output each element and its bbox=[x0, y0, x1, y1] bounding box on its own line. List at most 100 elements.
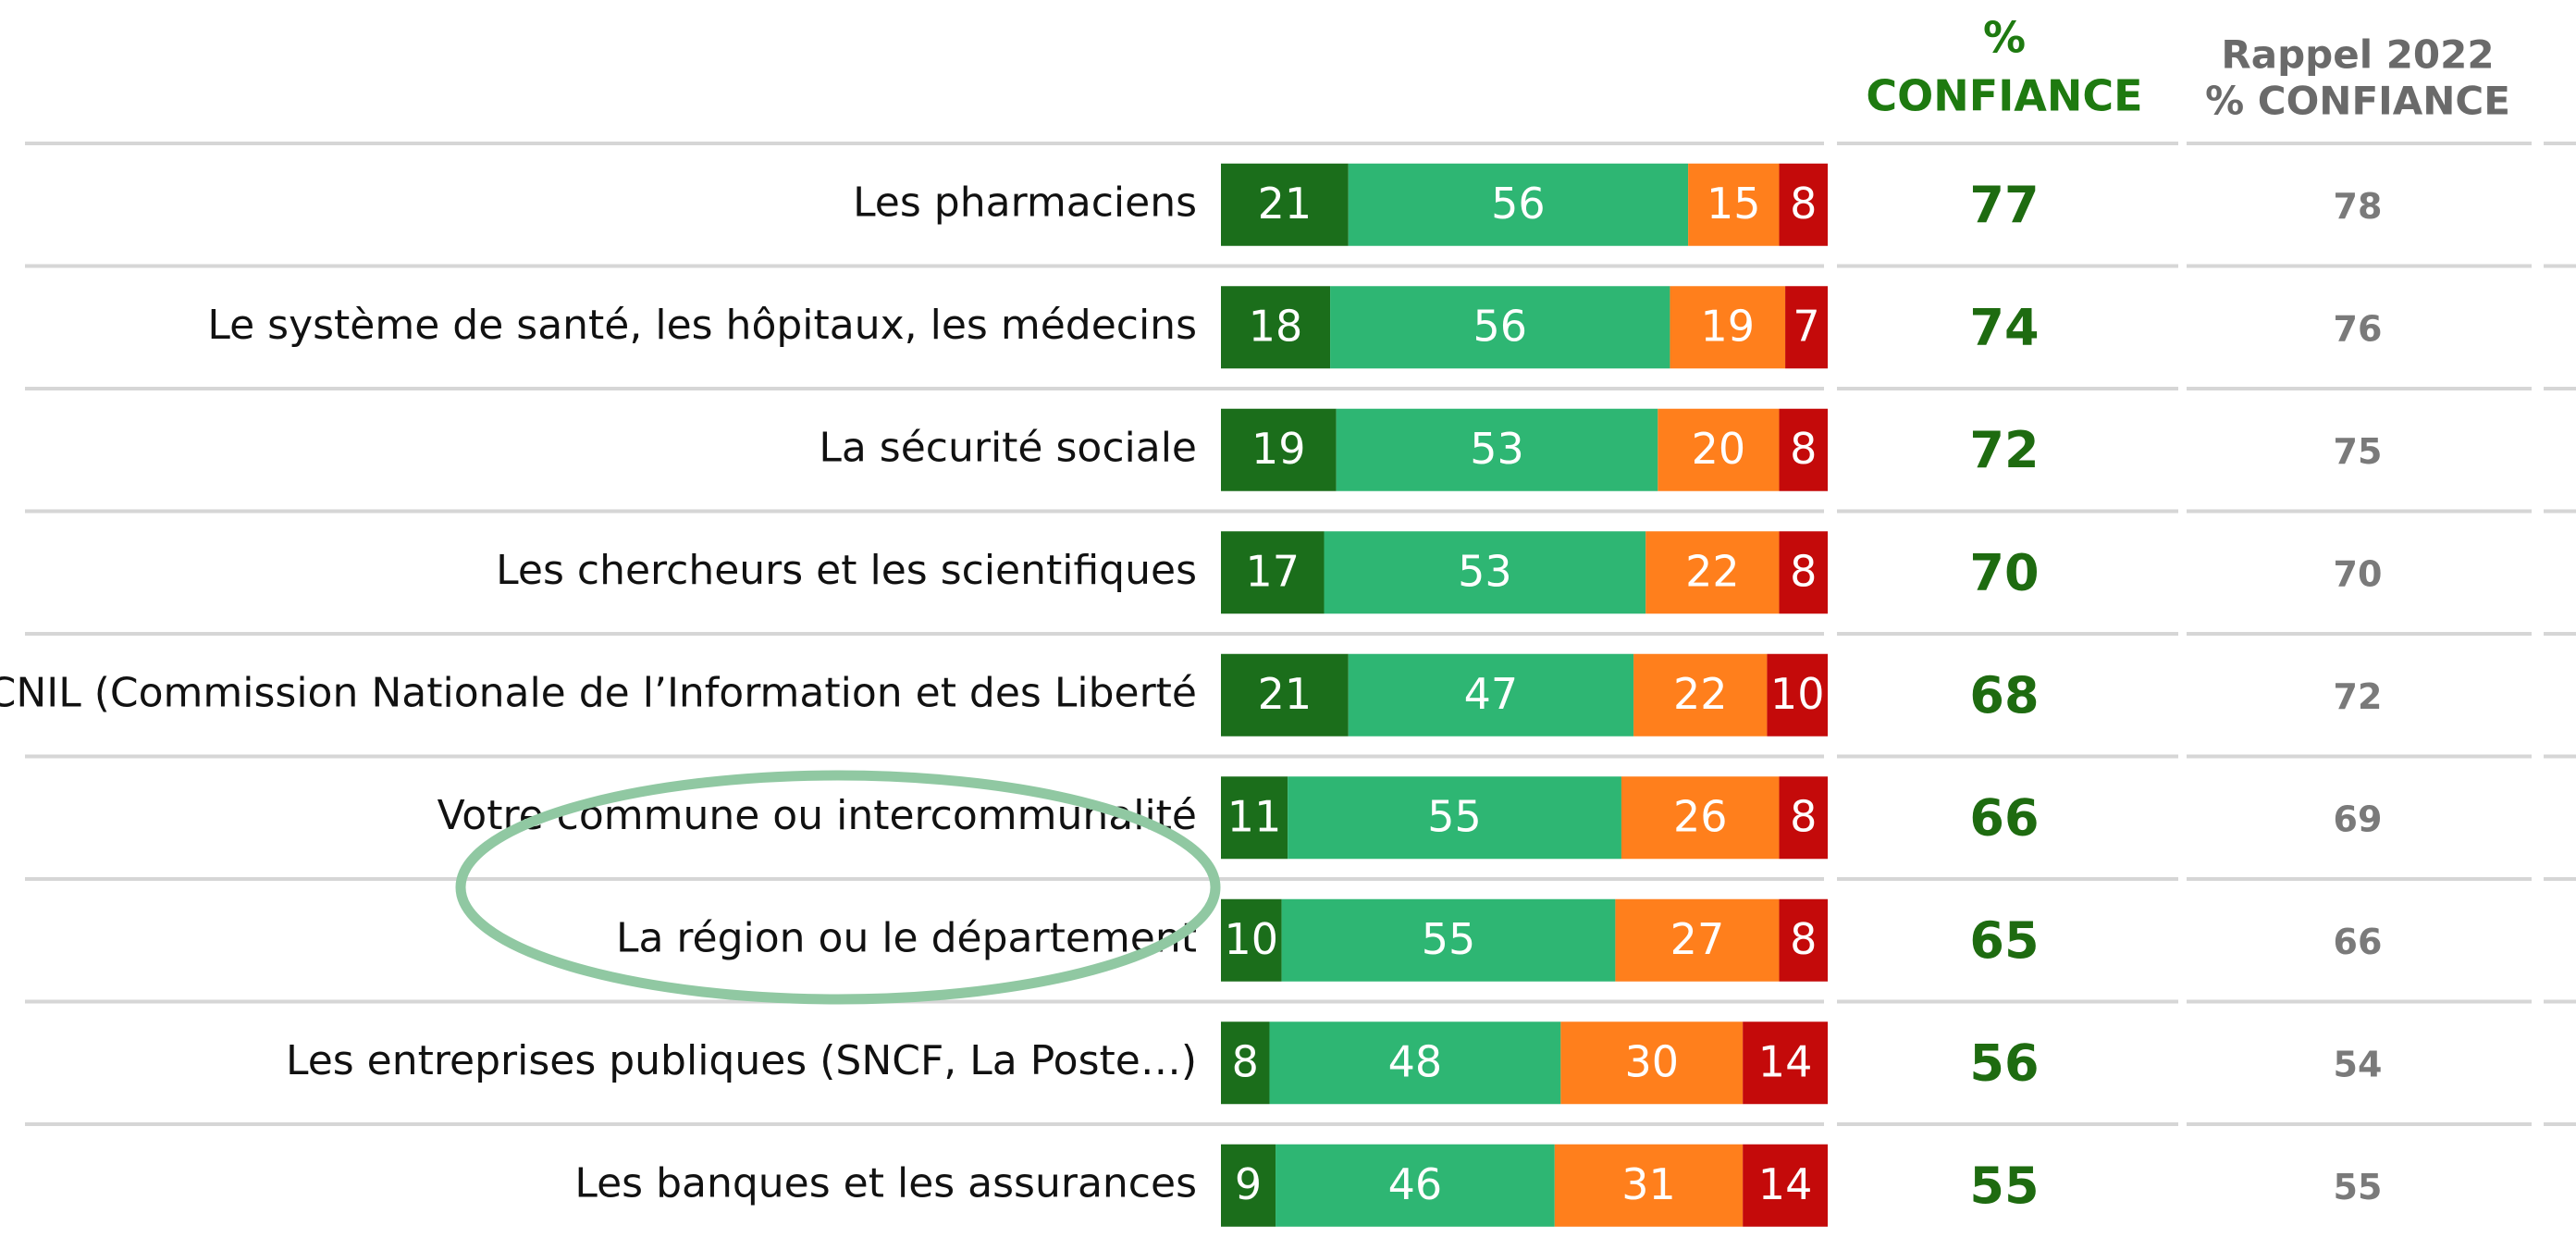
bar-segment bbox=[1615, 898, 1780, 982]
segment-label: 8 bbox=[1232, 1036, 1259, 1086]
bar-segment bbox=[1281, 898, 1616, 982]
segment-label: 48 bbox=[1388, 1036, 1443, 1086]
rappel-value: 72 bbox=[2334, 676, 2383, 717]
segment-label: 26 bbox=[1673, 791, 1728, 841]
bar-segment bbox=[1688, 163, 1780, 246]
bar-segment bbox=[1645, 531, 1780, 614]
confiance-value: 55 bbox=[1969, 1157, 2039, 1215]
segment-label: 10 bbox=[1770, 669, 1825, 719]
segment-label: 21 bbox=[1258, 669, 1313, 719]
confiance-value: 74 bbox=[1969, 298, 2039, 356]
bar-segment bbox=[1743, 1144, 1828, 1227]
bar-segment bbox=[1658, 408, 1780, 491]
segment-label: 22 bbox=[1673, 669, 1728, 719]
segment-label: 30 bbox=[1624, 1036, 1679, 1086]
confiance-header: CONFIANCE bbox=[1866, 71, 2142, 121]
bar-segment bbox=[1560, 1021, 1744, 1105]
bar-segment bbox=[1348, 653, 1634, 737]
bar-segment bbox=[1621, 776, 1780, 860]
segment-label: 53 bbox=[1458, 546, 1512, 596]
rappel-value: 55 bbox=[2334, 1167, 2383, 1207]
category-label: Les banques et les assurances bbox=[574, 1159, 1197, 1207]
bar-segment bbox=[1221, 1021, 1270, 1105]
confiance-value: 68 bbox=[1969, 666, 2039, 724]
category-label: La CNIL (Commission Nationale de l’Infor… bbox=[0, 669, 1197, 716]
segment-label: 47 bbox=[1464, 669, 1519, 719]
confiance-value: 70 bbox=[1969, 543, 2039, 601]
segment-label: 56 bbox=[1473, 301, 1527, 351]
rappel-value: 75 bbox=[2334, 431, 2383, 472]
segment-label: 10 bbox=[1225, 914, 1279, 964]
bar-segment bbox=[1633, 653, 1768, 737]
segment-label: 15 bbox=[1707, 179, 1761, 229]
bar-segment bbox=[1785, 286, 1828, 369]
rappel-header: Rappel 2022 bbox=[2221, 32, 2494, 78]
segment-label: 14 bbox=[1758, 1036, 1813, 1086]
bar-segment bbox=[1330, 286, 1670, 369]
segment-label: 8 bbox=[1790, 424, 1817, 474]
bar-segment bbox=[1779, 163, 1828, 246]
highlight-ellipse bbox=[455, 770, 1221, 1005]
bar-segment bbox=[1221, 163, 1349, 246]
rappel-value: 54 bbox=[2334, 1044, 2383, 1084]
segment-label: 21 bbox=[1258, 179, 1313, 229]
bar-segment bbox=[1779, 898, 1828, 982]
segment-label: 19 bbox=[1251, 424, 1306, 474]
category-label: Les chercheurs et les scientifiques bbox=[496, 547, 1197, 594]
segment-label: 46 bbox=[1388, 1159, 1443, 1209]
rappel-value: 69 bbox=[2334, 799, 2383, 839]
segment-label: 55 bbox=[1422, 914, 1476, 964]
confiance-value: 66 bbox=[1969, 788, 2039, 847]
bar-segment bbox=[1221, 898, 1282, 982]
confiance-value: 56 bbox=[1969, 1034, 2039, 1092]
segment-label: 7 bbox=[1793, 301, 1819, 351]
rappel-value: 78 bbox=[2334, 186, 2383, 227]
rappel-value: 76 bbox=[2334, 308, 2383, 349]
category-label: La sécurité sociale bbox=[819, 424, 1197, 471]
confiance-value: 77 bbox=[1969, 176, 2039, 234]
bar-segment bbox=[1221, 408, 1337, 491]
bar-segment bbox=[1779, 531, 1828, 614]
bar-segment bbox=[1779, 776, 1828, 860]
segment-label: 27 bbox=[1670, 914, 1725, 964]
bar-segment bbox=[1336, 408, 1658, 491]
segment-label: 11 bbox=[1227, 791, 1282, 841]
bar-segment bbox=[1670, 286, 1786, 369]
segment-label: 31 bbox=[1621, 1159, 1676, 1209]
bar-segment bbox=[1554, 1144, 1744, 1227]
bar-segment bbox=[1269, 1021, 1561, 1105]
bar-segment bbox=[1767, 653, 1828, 737]
bar-segment bbox=[1324, 531, 1646, 614]
bar-segment bbox=[1779, 408, 1828, 491]
segment-label: 9 bbox=[1235, 1159, 1262, 1209]
segment-label: 53 bbox=[1470, 424, 1524, 474]
bar-segment bbox=[1221, 1144, 1276, 1227]
bar-segment bbox=[1221, 531, 1325, 614]
category-label: La région ou le département bbox=[616, 914, 1197, 961]
segment-label: 8 bbox=[1790, 914, 1817, 964]
bar-segment bbox=[1348, 163, 1689, 246]
segment-label: 17 bbox=[1245, 546, 1300, 596]
segment-label: 14 bbox=[1758, 1159, 1813, 1209]
rappel-header: % CONFIANCE bbox=[2205, 79, 2510, 124]
rappel-value: 70 bbox=[2334, 553, 2383, 594]
confiance-value: 65 bbox=[1969, 911, 2039, 970]
segment-label: 8 bbox=[1790, 179, 1817, 229]
confiance-header: % bbox=[1983, 13, 2026, 63]
segment-label: 56 bbox=[1491, 179, 1546, 229]
bar-segment bbox=[1221, 653, 1349, 737]
confiance-value: 72 bbox=[1969, 421, 2039, 479]
category-label: Les pharmaciens bbox=[853, 179, 1197, 226]
bar-segment bbox=[1221, 286, 1331, 369]
rappel-value: 66 bbox=[2334, 922, 2383, 962]
bar-segment bbox=[1743, 1021, 1828, 1105]
segment-label: 19 bbox=[1700, 301, 1755, 351]
category-label: Les entreprises publiques (SNCF, La Post… bbox=[286, 1037, 1197, 1084]
bar-segment bbox=[1288, 776, 1621, 860]
category-label: Le système de santé, les hôpitaux, les m… bbox=[207, 302, 1197, 349]
segment-label: 8 bbox=[1790, 546, 1817, 596]
segment-label: 8 bbox=[1790, 791, 1817, 841]
bar-segment bbox=[1221, 776, 1288, 860]
segment-label: 55 bbox=[1427, 791, 1482, 841]
